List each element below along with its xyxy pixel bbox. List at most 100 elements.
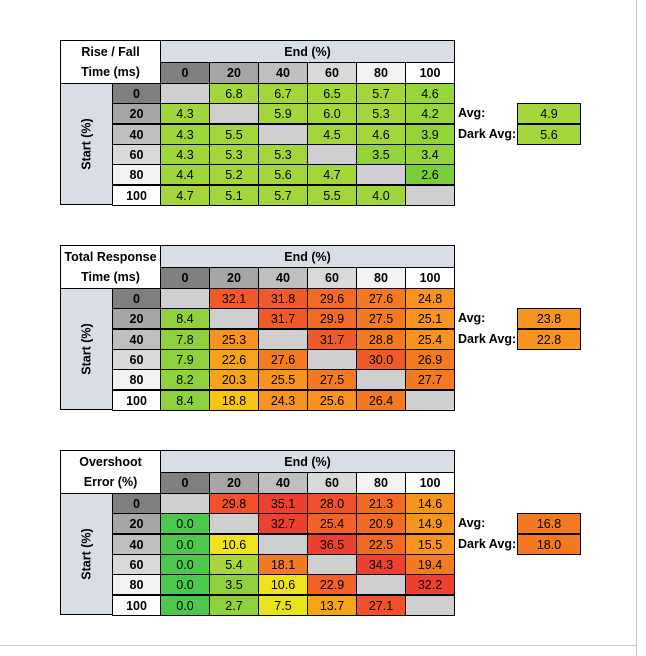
rise-fall-time-table: Rise / Fall Time (ms) End (%) 0 20 40 60 80 100 S… bbox=[60, 40, 620, 210]
column-header: 60 bbox=[307, 62, 357, 84]
value-cell: 6.5 bbox=[307, 83, 357, 104]
value-cell bbox=[405, 390, 455, 411]
value-cell: 27.6 bbox=[258, 349, 308, 370]
value-cell: 6.7 bbox=[258, 83, 308, 104]
start-percent-label: Start (%) bbox=[79, 323, 94, 375]
value-cell: 8.2 bbox=[160, 369, 210, 390]
value-cell: 5.5 bbox=[307, 185, 357, 206]
value-cell: 0.0 bbox=[160, 554, 210, 575]
value-cell: 4.7 bbox=[160, 185, 210, 206]
value-cell: 34.3 bbox=[356, 554, 406, 575]
value-cell: 25.1 bbox=[405, 308, 455, 329]
dark-avg-label: Dark Avg: bbox=[458, 332, 517, 346]
avg-value: 16.8 bbox=[517, 513, 581, 534]
value-cell: 6.0 bbox=[307, 103, 357, 124]
frame-right-edge bbox=[636, 0, 637, 656]
value-cell: 10.6 bbox=[258, 574, 308, 595]
value-cell: 18.1 bbox=[258, 554, 308, 575]
value-cell: 14.6 bbox=[405, 493, 455, 514]
row-header: 60 bbox=[112, 349, 161, 370]
value-cell bbox=[405, 185, 455, 206]
value-cell: 7.9 bbox=[160, 349, 210, 370]
row-header: 100 bbox=[112, 595, 161, 616]
value-cell: 29.6 bbox=[307, 288, 357, 309]
value-cell: 5.3 bbox=[258, 144, 308, 165]
value-cell bbox=[160, 493, 210, 514]
value-cell: 31.8 bbox=[258, 288, 308, 309]
value-cell: 5.7 bbox=[258, 185, 308, 206]
table-title-line: Overshoot bbox=[79, 455, 142, 469]
row-header: 100 bbox=[112, 390, 161, 411]
value-cell: 13.7 bbox=[307, 595, 357, 616]
table-title-line: Time (ms) bbox=[81, 270, 140, 284]
start-percent-label: Start (%) bbox=[79, 528, 94, 580]
row-header: 0 bbox=[112, 83, 161, 104]
table-title: Overshoot Error (%) bbox=[60, 450, 161, 494]
start-percent-header: Start (%) bbox=[60, 288, 113, 410]
column-header: 40 bbox=[258, 62, 308, 84]
row-header: 60 bbox=[112, 144, 161, 165]
frame-bottom-edge bbox=[0, 645, 637, 646]
value-cell: 4.0 bbox=[356, 185, 406, 206]
value-cell: 21.3 bbox=[356, 493, 406, 514]
column-header: 0 bbox=[160, 267, 210, 289]
value-cell bbox=[405, 595, 455, 616]
value-cell: 26.9 bbox=[405, 349, 455, 370]
overshoot-error-table: Overshoot Error (%) End (%) 0 20 40 60 80 100 Sta… bbox=[60, 450, 620, 620]
value-cell: 36.5 bbox=[307, 534, 357, 555]
row-header: 60 bbox=[112, 554, 161, 575]
value-cell bbox=[356, 369, 406, 390]
table-title-line: Time (ms) bbox=[81, 65, 140, 79]
value-cell bbox=[209, 513, 259, 534]
value-cell: 5.2 bbox=[209, 164, 259, 185]
value-cell: 0.0 bbox=[160, 534, 210, 555]
row-header: 0 bbox=[112, 288, 161, 309]
value-cell: 5.1 bbox=[209, 185, 259, 206]
value-cell bbox=[160, 83, 210, 104]
table-title-line: Error (%) bbox=[83, 475, 138, 489]
dark-avg-value: 22.8 bbox=[517, 329, 581, 350]
value-cell bbox=[307, 144, 357, 165]
row-header: 80 bbox=[112, 574, 161, 595]
column-header: 20 bbox=[209, 472, 259, 494]
value-cell: 22.9 bbox=[307, 574, 357, 595]
value-cell: 25.4 bbox=[307, 513, 357, 534]
value-cell: 5.3 bbox=[209, 144, 259, 165]
value-cell: 25.4 bbox=[405, 329, 455, 350]
value-cell: 27.1 bbox=[356, 595, 406, 616]
value-cell bbox=[307, 554, 357, 575]
value-cell: 19.4 bbox=[405, 554, 455, 575]
row-header: 20 bbox=[112, 513, 161, 534]
column-header: 100 bbox=[405, 472, 455, 494]
value-cell: 4.7 bbox=[307, 164, 357, 185]
value-cell: 27.7 bbox=[405, 369, 455, 390]
row-header: 20 bbox=[112, 308, 161, 329]
avg-label: Avg: bbox=[458, 106, 486, 120]
value-cell: 5.7 bbox=[356, 83, 406, 104]
dark-avg-label: Dark Avg: bbox=[458, 537, 517, 551]
value-cell: 3.5 bbox=[356, 144, 406, 165]
value-cell bbox=[307, 349, 357, 370]
row-header: 40 bbox=[112, 534, 161, 555]
value-cell: 27.5 bbox=[356, 308, 406, 329]
value-cell: 25.6 bbox=[307, 390, 357, 411]
value-cell: 28.0 bbox=[307, 493, 357, 514]
value-cell: 18.8 bbox=[209, 390, 259, 411]
value-cell bbox=[160, 288, 210, 309]
column-header: 60 bbox=[307, 267, 357, 289]
value-cell: 31.7 bbox=[258, 308, 308, 329]
table-title: Total Response Time (ms) bbox=[60, 245, 161, 289]
total-response-time-table: Total Response Time (ms) End (%) 0 20 40 60 80 1… bbox=[60, 245, 620, 415]
value-cell: 10.6 bbox=[209, 534, 259, 555]
value-cell: 24.3 bbox=[258, 390, 308, 411]
end-percent-header: End (%) bbox=[160, 450, 455, 473]
avg-label: Avg: bbox=[458, 516, 486, 530]
value-cell: 4.3 bbox=[160, 124, 210, 145]
start-percent-header: Start (%) bbox=[60, 493, 113, 615]
column-header: 100 bbox=[405, 62, 455, 84]
value-cell: 0.0 bbox=[160, 574, 210, 595]
value-cell bbox=[209, 308, 259, 329]
table-title: Rise / Fall Time (ms) bbox=[60, 40, 161, 84]
row-header: 20 bbox=[112, 103, 161, 124]
value-cell: 32.7 bbox=[258, 513, 308, 534]
